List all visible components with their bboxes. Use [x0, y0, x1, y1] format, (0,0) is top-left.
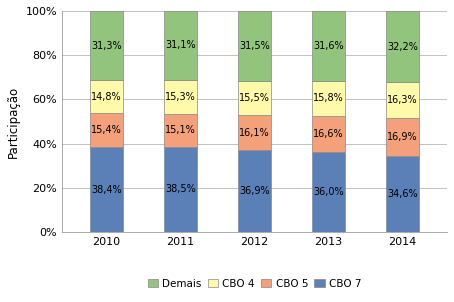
Bar [386, 11, 419, 82]
Bar [386, 118, 419, 156]
Bar [164, 147, 197, 232]
Bar [386, 82, 419, 118]
Text: 34,6%: 34,6% [387, 189, 418, 199]
Bar [312, 116, 345, 153]
Text: 15,8%: 15,8% [313, 93, 344, 103]
Text: 31,6%: 31,6% [313, 41, 344, 51]
Text: 31,5%: 31,5% [239, 41, 270, 51]
Bar [386, 156, 419, 232]
Text: 14,8%: 14,8% [91, 92, 122, 102]
Bar [238, 115, 271, 150]
Bar [312, 81, 345, 116]
Legend: Demais, CBO 4, CBO 5, CBO 7: Demais, CBO 4, CBO 5, CBO 7 [143, 275, 365, 293]
Bar [90, 113, 123, 147]
Text: 15,3%: 15,3% [165, 92, 196, 101]
Bar [90, 80, 123, 113]
Bar [90, 11, 123, 80]
Bar [238, 11, 271, 81]
Text: 38,5%: 38,5% [165, 185, 196, 194]
Text: 16,1%: 16,1% [239, 128, 270, 138]
Text: 16,9%: 16,9% [387, 132, 418, 142]
Text: 15,1%: 15,1% [165, 125, 196, 135]
Bar [312, 153, 345, 232]
Text: 31,3%: 31,3% [91, 41, 122, 51]
Text: 36,0%: 36,0% [313, 187, 344, 197]
Y-axis label: Participação: Participação [7, 85, 20, 158]
Text: 15,5%: 15,5% [239, 93, 270, 103]
Text: 32,2%: 32,2% [387, 42, 418, 52]
Text: 16,3%: 16,3% [387, 95, 418, 105]
Bar [238, 150, 271, 232]
Text: 16,6%: 16,6% [313, 129, 344, 139]
Bar [164, 114, 197, 147]
Text: 31,1%: 31,1% [165, 40, 196, 50]
Bar [164, 11, 197, 80]
Text: 36,9%: 36,9% [239, 186, 270, 196]
Bar [312, 11, 345, 81]
Text: 38,4%: 38,4% [91, 185, 122, 194]
Bar [90, 147, 123, 232]
Bar [238, 81, 271, 115]
Text: 15,4%: 15,4% [91, 125, 122, 135]
Bar [164, 80, 197, 114]
